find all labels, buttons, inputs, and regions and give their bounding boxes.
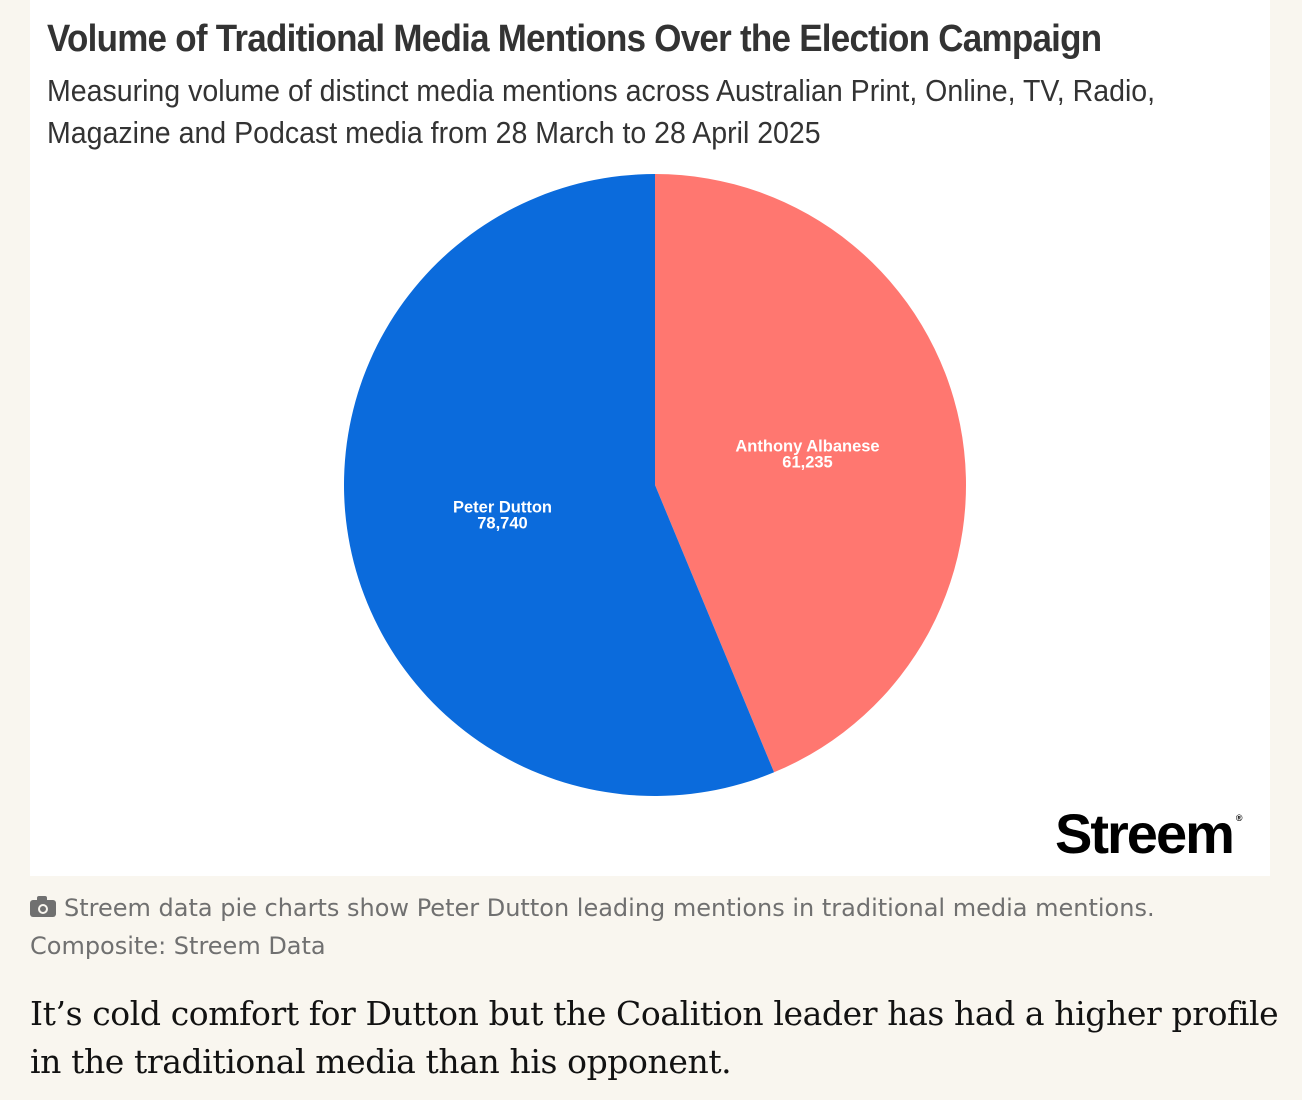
chart-figure: Volume of Traditional Media Mentions Ove… (30, 0, 1270, 876)
streem-logo-text: Streem (1055, 802, 1235, 865)
article-paragraph: It’s cold comfort for Dutton but the Coa… (30, 994, 1279, 1081)
chart-subtitle: Measuring volume of distinct media menti… (47, 73, 1156, 150)
chart-title: Volume of Traditional Media Mentions Ove… (47, 18, 1102, 60)
camera-icon (30, 896, 56, 917)
registered-mark: ® (1235, 813, 1243, 823)
slice-label-name: Peter Dutton (453, 498, 552, 516)
streem-logo: Streem ® (1055, 806, 1243, 862)
caption-text: Streem data pie charts show Peter Dutton… (64, 894, 1155, 922)
pie-slice-anthony-albanese (655, 174, 967, 773)
caption-credit: Composite: Streem Data (30, 932, 326, 960)
slice-label-name: Anthony Albanese (735, 438, 879, 456)
slice-label-value: 78,740 (477, 514, 527, 532)
figure-caption: Streem data pie charts show Peter Dutton… (30, 889, 1270, 965)
pie-slices (344, 174, 967, 796)
pie-slice-peter-dutton (344, 174, 775, 796)
slice-label-value: 61,235 (782, 454, 832, 472)
